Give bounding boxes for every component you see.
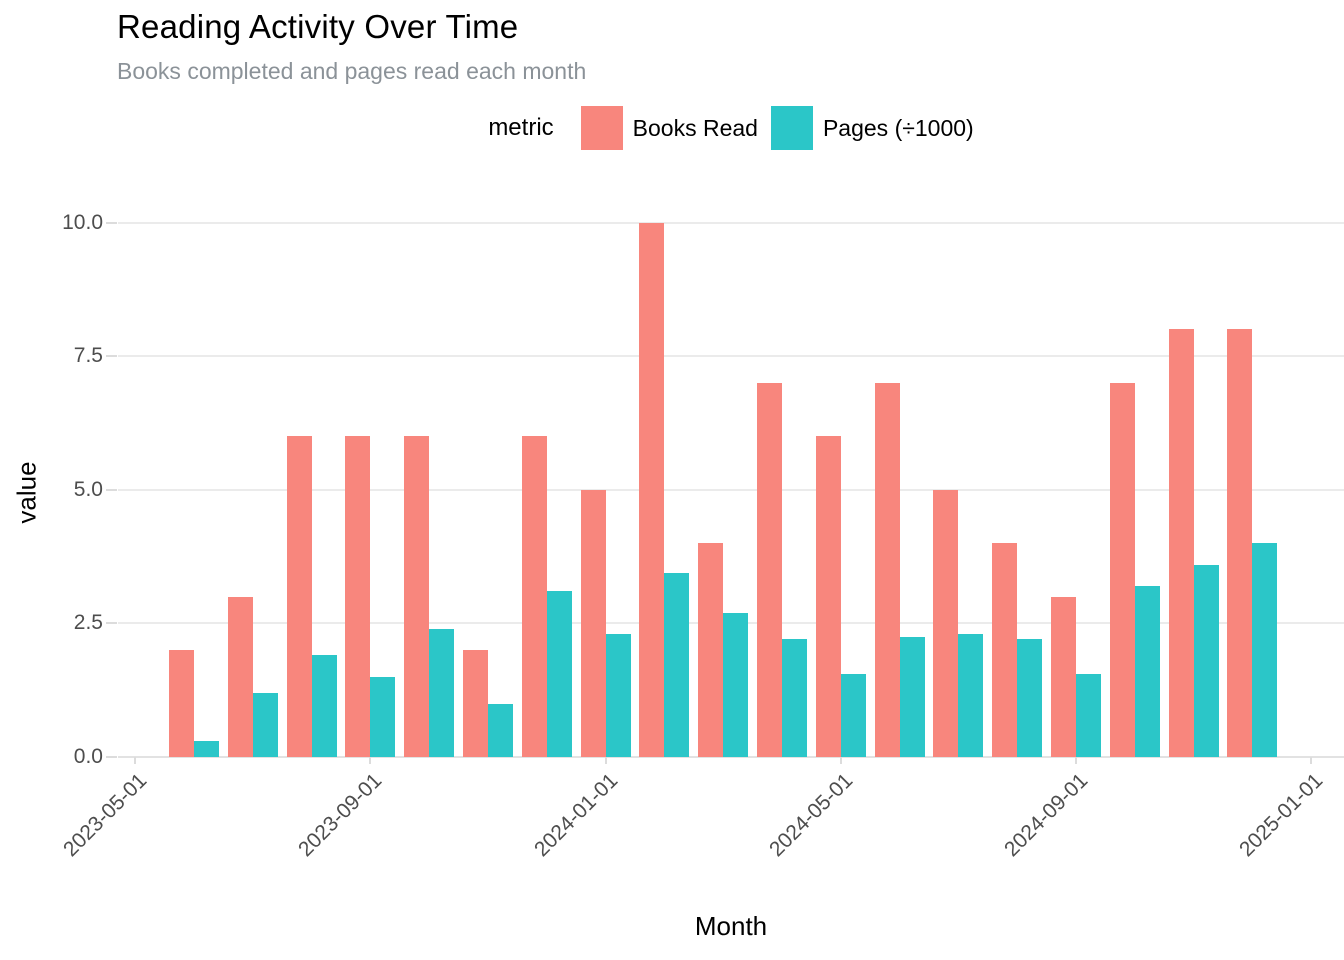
bar-books-read-2024-07 bbox=[933, 489, 959, 757]
bar-pages-2024-07 bbox=[958, 634, 984, 757]
bar-pages-2024-10 bbox=[1134, 585, 1160, 757]
bar-books-read-2023-07 bbox=[227, 596, 253, 757]
bar-pages-2024-03 bbox=[723, 612, 749, 757]
bar-pages-2024-09 bbox=[1076, 674, 1101, 757]
bar-pages-2024-01 bbox=[605, 634, 631, 757]
bar-books-read-2023-08 bbox=[286, 436, 312, 757]
x-tick-label: 2024-05-01 bbox=[764, 769, 858, 862]
legend-label-books-read: Books Read bbox=[632, 114, 758, 141]
x-tick-mark bbox=[604, 757, 607, 764]
bar-books-read-2024-09 bbox=[1051, 596, 1076, 757]
bar-books-read-2023-09 bbox=[345, 436, 371, 757]
x-tick-mark bbox=[134, 757, 137, 764]
bar-pages-2023-07 bbox=[252, 692, 278, 757]
x-tick-label: 2023-09-01 bbox=[294, 769, 387, 862]
bar-books-read-2024-10 bbox=[1109, 382, 1135, 757]
y-tick-label: 5.0 bbox=[73, 477, 103, 501]
bar-books-read-2024-05 bbox=[815, 436, 841, 757]
bar-pages-2023-10 bbox=[429, 628, 455, 757]
bar-pages-2024-05 bbox=[840, 674, 866, 757]
pages-swatch-icon bbox=[770, 106, 813, 150]
x-tick-mark bbox=[1310, 757, 1313, 764]
bar-pages-2023-12 bbox=[546, 591, 572, 757]
bar-pages-2023-08 bbox=[311, 655, 337, 757]
gridline-5.0 bbox=[118, 488, 1344, 491]
bar-books-read-2023-10 bbox=[404, 436, 430, 757]
x-tick-label: 2024-09-01 bbox=[1000, 769, 1093, 862]
bar-pages-2024-08 bbox=[1017, 639, 1043, 757]
y-tick-label: 0.0 bbox=[73, 745, 103, 768]
y-tick-mark bbox=[106, 622, 117, 625]
bar-pages-2023-06 bbox=[194, 740, 219, 757]
chart-title: Reading Activity Over Time bbox=[117, 8, 519, 45]
bar-pages-2023-11 bbox=[488, 703, 513, 757]
bar-books-read-2024-04 bbox=[757, 382, 782, 757]
legend-key-pages: Pages (÷1000) bbox=[770, 106, 974, 150]
gridline-0.0 bbox=[118, 756, 1344, 758]
y-axis-title: value bbox=[11, 461, 42, 524]
x-tick-mark bbox=[839, 757, 842, 764]
bar-pages-2024-12 bbox=[1252, 543, 1278, 757]
bar-books-read-2024-08 bbox=[992, 543, 1018, 757]
legend-key-books-read: Books Read bbox=[580, 106, 758, 150]
bar-books-read-2024-03 bbox=[698, 543, 724, 757]
x-tick-mark bbox=[369, 757, 372, 764]
y-tick-mark bbox=[106, 355, 117, 358]
y-tick-mark bbox=[106, 488, 117, 491]
y-tick-label: 7.5 bbox=[73, 344, 103, 368]
y-tick-label: 10.0 bbox=[62, 210, 103, 234]
x-axis-title: Month bbox=[694, 911, 768, 941]
x-tick-mark bbox=[1075, 757, 1077, 764]
legend-label-pages: Pages (÷1000) bbox=[822, 114, 974, 141]
bar-pages-2023-09 bbox=[370, 676, 396, 757]
bar-pages-2024-04 bbox=[782, 639, 807, 757]
x-tick-label: 2025-01-01 bbox=[1235, 769, 1328, 862]
chart-subtitle: Books completed and pages read each mont… bbox=[117, 58, 587, 84]
books-read-swatch-icon bbox=[580, 106, 623, 150]
y-tick-mark bbox=[106, 221, 117, 224]
bar-books-read-2024-12 bbox=[1227, 329, 1253, 757]
bar-books-read-2024-02 bbox=[639, 222, 665, 757]
legend: metric Books Read Pages (÷1000) bbox=[118, 106, 1344, 150]
bar-books-read-2023-06 bbox=[169, 650, 194, 757]
gridline-7.5 bbox=[118, 355, 1344, 358]
bar-pages-2024-06 bbox=[899, 636, 925, 757]
bar-pages-2024-02 bbox=[664, 572, 690, 757]
x-tick-label: 2024-01-01 bbox=[529, 769, 622, 862]
bar-books-read-2024-06 bbox=[874, 382, 900, 757]
bar-books-read-2023-12 bbox=[521, 436, 547, 757]
bar-pages-2024-11 bbox=[1193, 564, 1219, 757]
x-tick-label: 2023-05-01 bbox=[59, 769, 152, 862]
y-tick-mark bbox=[106, 756, 117, 758]
gridline-10.0 bbox=[118, 221, 1344, 224]
legend-title: metric bbox=[488, 114, 554, 141]
bar-books-read-2024-11 bbox=[1168, 329, 1194, 757]
bar-books-read-2023-11 bbox=[463, 650, 488, 757]
bar-books-read-2024-01 bbox=[580, 489, 606, 757]
y-tick-label: 2.5 bbox=[73, 611, 103, 635]
